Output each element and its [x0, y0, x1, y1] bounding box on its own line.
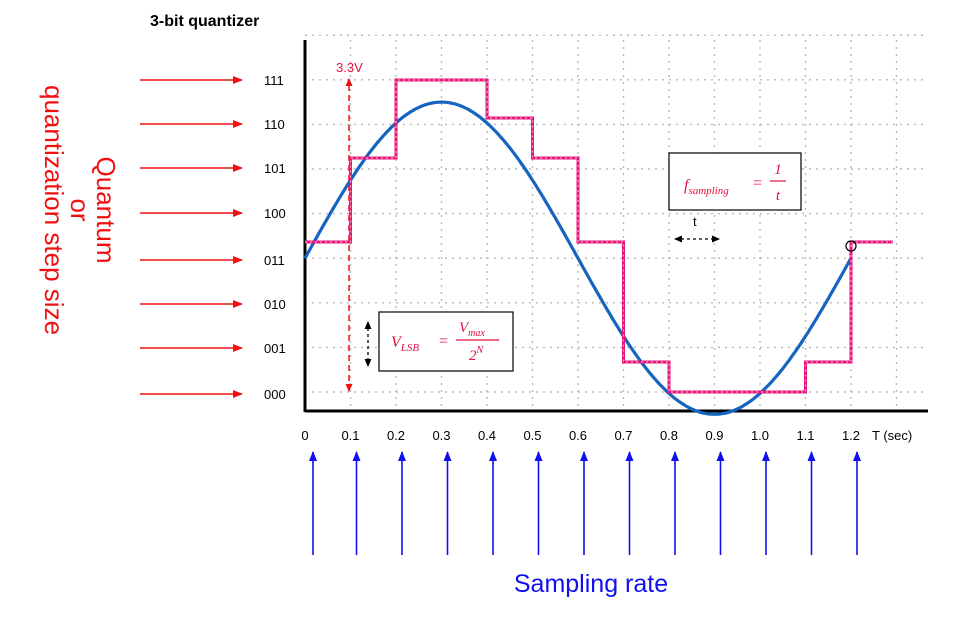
time-tick-label: 0.2	[387, 428, 405, 443]
time-tick-label: 1.1	[796, 428, 814, 443]
svg-text:=: =	[438, 333, 449, 350]
lsb-den-sup: N	[476, 345, 485, 356]
lsb-lhs-sub: LSB	[400, 342, 420, 354]
period-label: t	[693, 214, 697, 229]
staircase-dotted-overlay	[305, 79, 893, 393]
time-tick-label: 0.8	[660, 428, 678, 443]
side-label-line-2: or	[65, 198, 95, 221]
time-tick-label: 0.5	[523, 428, 541, 443]
fs-lhs: f	[684, 177, 691, 194]
time-tick-labels: 0 0.1 0.2 0.3 0.4 0.5 0.6 0.7 0.8 0.9 1.0 1.1 1.2	[301, 428, 860, 443]
level-label: 110	[264, 117, 285, 132]
level-label: 111	[264, 73, 284, 88]
time-tick-label: 0.9	[705, 428, 723, 443]
quantum-side-label: Quantum or quantization step size	[39, 85, 121, 335]
level-label: 100	[264, 206, 286, 221]
time-tick-label: 0.4	[478, 428, 496, 443]
svg-text:Vmax: Vmax	[459, 320, 485, 339]
lsb-num-sub: max	[468, 328, 485, 339]
sampling-arrows	[309, 451, 861, 555]
sampling-rate-label: Sampling rate	[514, 570, 668, 598]
sampling-formula-box: fsampling = 1 t	[668, 152, 802, 211]
end-sample-marker	[845, 240, 857, 252]
time-tick-label: 0.6	[569, 428, 587, 443]
svg-text:2N: 2N	[469, 345, 485, 364]
side-label-line-1: Quantum	[91, 157, 121, 264]
svg-text:fsampling: fsampling	[684, 177, 729, 197]
fs-den: t	[776, 188, 781, 204]
time-tick-label: 1.0	[751, 428, 769, 443]
time-tick-label: 1.2	[842, 428, 860, 443]
level-label: 011	[264, 253, 285, 268]
time-tick-label: 0.1	[341, 428, 359, 443]
time-tick-label: 0	[301, 428, 308, 443]
svg-text:=: =	[752, 175, 763, 192]
lsb-den: 2	[469, 348, 477, 364]
side-label-line-3: quantization step size	[39, 85, 69, 335]
level-label: 000	[264, 387, 286, 402]
lsb-lhs: V	[391, 334, 403, 351]
fs-lhs-sub: sampling	[688, 185, 729, 197]
level-label: 101	[264, 161, 286, 176]
diagram-title: 3-bit quantizer	[150, 13, 259, 30]
vmax-label: 3.3V	[336, 60, 363, 75]
level-label: 010	[264, 297, 286, 312]
time-tick-label: 0.3	[432, 428, 450, 443]
time-axis-label: T (sec)	[872, 428, 912, 443]
level-label: 001	[264, 341, 286, 356]
lsb-formula-box: VLSB = Vmax 2N	[378, 311, 514, 372]
fs-num: 1	[774, 162, 782, 178]
level-labels: 111 110 101 100 011 010 001 000	[140, 73, 286, 402]
lsb-num: V	[459, 320, 470, 336]
time-tick-label: 0.7	[614, 428, 632, 443]
svg-text:VLSB: VLSB	[391, 334, 419, 354]
